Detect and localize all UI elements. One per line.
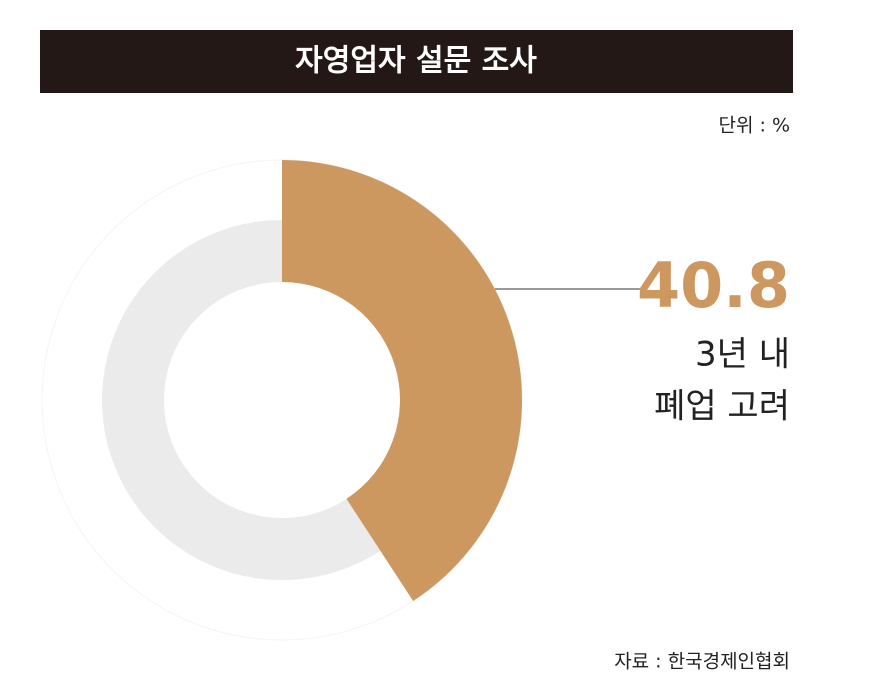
value-label: 40.8	[637, 249, 790, 322]
donut-segment	[282, 160, 522, 602]
category-label: 폐업 고려	[654, 387, 790, 427]
category-label: 3년 내	[695, 335, 790, 375]
unit-label: 단위 : %	[719, 115, 791, 137]
title-bar	[40, 30, 793, 93]
source: 자료 : 한국경제인협회	[614, 651, 790, 673]
chart-title: 자영업자 설문 조사	[295, 44, 537, 79]
